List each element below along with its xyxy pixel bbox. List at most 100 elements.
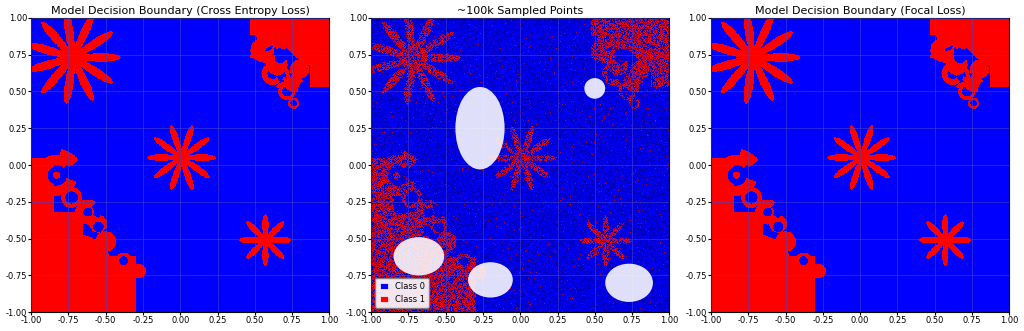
Point — [371, 183, 387, 189]
Point — [570, 118, 587, 123]
Point — [423, 198, 439, 203]
Point — [480, 100, 497, 105]
Point — [482, 296, 499, 302]
Point — [626, 235, 642, 240]
Point — [546, 302, 562, 307]
Point — [570, 169, 587, 174]
Point — [368, 209, 384, 214]
Point — [570, 306, 587, 311]
Point — [567, 306, 584, 311]
Point — [603, 67, 620, 72]
Point — [644, 300, 660, 305]
Point — [623, 69, 639, 74]
Point — [526, 71, 543, 76]
Point — [537, 82, 553, 87]
Point — [431, 179, 447, 185]
Point — [498, 220, 514, 225]
Point — [599, 258, 615, 263]
Point — [450, 238, 466, 243]
Point — [554, 130, 570, 136]
Point — [376, 216, 392, 222]
Point — [393, 233, 410, 238]
Point — [469, 219, 485, 224]
Point — [607, 148, 624, 154]
Point — [616, 234, 633, 239]
Point — [636, 82, 652, 87]
Point — [526, 115, 543, 120]
Point — [453, 226, 469, 231]
Point — [418, 185, 434, 191]
Point — [487, 39, 504, 44]
Point — [526, 187, 543, 192]
Point — [515, 242, 531, 247]
Point — [482, 208, 499, 213]
Point — [406, 242, 422, 247]
Point — [552, 85, 568, 90]
Point — [618, 162, 635, 167]
Point — [658, 19, 675, 24]
Point — [410, 306, 426, 311]
Point — [637, 67, 653, 72]
Point — [573, 290, 590, 295]
Point — [367, 115, 383, 120]
Point — [443, 253, 460, 259]
Point — [457, 195, 473, 200]
Point — [580, 38, 596, 43]
Point — [393, 183, 410, 188]
Point — [489, 289, 506, 295]
Point — [572, 160, 589, 166]
Point — [647, 205, 664, 211]
Point — [506, 68, 522, 73]
Point — [429, 282, 445, 288]
Point — [577, 205, 593, 211]
Point — [457, 303, 473, 308]
Point — [544, 129, 560, 135]
Point — [365, 277, 381, 282]
Point — [657, 108, 674, 113]
Point — [397, 170, 414, 175]
Point — [568, 39, 585, 44]
Point — [528, 166, 545, 172]
Point — [552, 143, 568, 148]
Point — [463, 280, 479, 285]
Point — [569, 92, 586, 98]
Point — [560, 18, 577, 24]
Point — [522, 73, 539, 79]
Point — [453, 237, 469, 242]
Point — [472, 50, 488, 56]
Point — [367, 156, 383, 161]
Point — [371, 296, 387, 302]
Point — [461, 156, 477, 161]
Point — [562, 131, 579, 136]
Point — [390, 43, 407, 49]
Point — [528, 282, 545, 287]
Point — [658, 134, 675, 139]
Point — [651, 84, 668, 89]
Point — [493, 75, 509, 80]
Point — [589, 188, 605, 194]
Point — [486, 152, 503, 157]
Point — [410, 43, 426, 48]
Point — [567, 281, 584, 287]
Point — [557, 53, 573, 59]
Point — [540, 269, 556, 274]
Point — [481, 275, 498, 281]
Point — [411, 295, 427, 300]
Point — [612, 145, 629, 150]
Point — [429, 167, 445, 173]
Point — [371, 96, 387, 102]
Point — [450, 118, 466, 123]
Point — [548, 104, 564, 109]
Point — [400, 263, 417, 269]
Point — [422, 246, 438, 251]
Point — [507, 200, 523, 205]
Point — [582, 157, 598, 162]
Point — [424, 44, 440, 49]
Point — [524, 182, 541, 188]
Point — [498, 285, 514, 291]
Point — [630, 247, 646, 252]
Point — [570, 98, 587, 104]
Point — [495, 77, 511, 83]
Point — [422, 269, 438, 274]
Point — [593, 184, 609, 189]
